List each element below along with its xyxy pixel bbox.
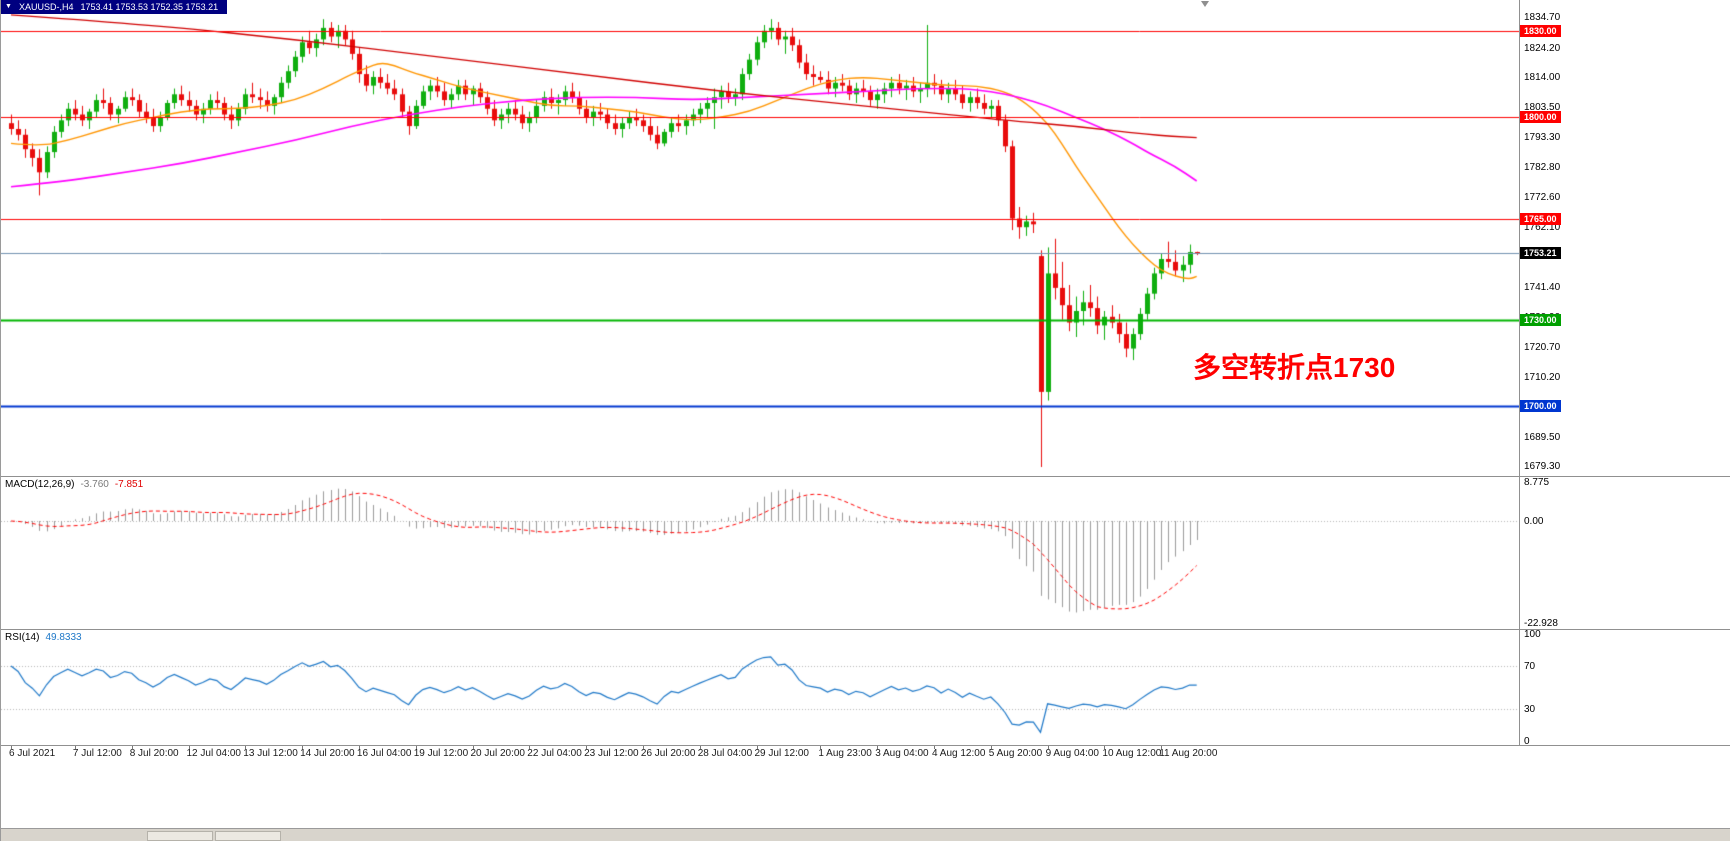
time-axis-label: 28 Jul 04:00 [697, 748, 753, 759]
rsi-axis-label: 30 [1524, 703, 1536, 715]
chart-shift-marker-icon[interactable] [1201, 1, 1209, 7]
time-axis-tick [302, 745, 303, 749]
time-axis-label: 1 Aug 23:00 [818, 748, 872, 759]
time-axis-label: 16 Jul 04:00 [356, 748, 412, 759]
price-tag: 1700.00 [1520, 400, 1561, 413]
time-axis-label: 5 Aug 20:00 [988, 748, 1043, 759]
time-axis-label: 22 Jul 04:00 [527, 748, 582, 759]
time-axis-label: 6 Jul 2021 [9, 748, 56, 759]
time-axis-tick [757, 745, 758, 749]
time-axis-line [1, 745, 1730, 746]
time-axis-tick [1048, 745, 1049, 749]
price-tick-label: 1679.30 [1524, 461, 1561, 473]
time-axis-label: 9 Aug 04:00 [1045, 748, 1099, 759]
time-axis-label: 20 Jul 20:00 [470, 748, 526, 759]
panel-separator-rsi[interactable] [1, 629, 1730, 630]
price-tag: 1730.00 [1520, 313, 1561, 326]
rsi-value: 49.8333 [45, 632, 82, 643]
time-axis-tick [75, 745, 76, 749]
price-tick-label: 1782.80 [1524, 162, 1561, 174]
time-axis-label: 11 Aug 20:00 [1159, 748, 1218, 759]
price-tick-label: 1710.20 [1524, 371, 1561, 383]
chart-canvas[interactable] [1, 0, 1519, 745]
time-axis-tick [245, 745, 246, 749]
rsi-indicator-label: RSI(14) 49.8333 [5, 632, 82, 643]
price-tick-label: 1689.50 [1524, 431, 1561, 443]
time-axis-tick [359, 745, 360, 749]
price-axis-line[interactable] [1519, 0, 1520, 745]
taskbar-item[interactable] [215, 831, 281, 841]
price-tick-label: 1803.50 [1524, 102, 1561, 114]
time-axis-tick [529, 745, 530, 749]
time-axis-label: 3 Aug 04:00 [875, 748, 929, 759]
time-axis-tick [1161, 745, 1162, 749]
macd-name: MACD(12,26,9) [5, 479, 75, 490]
chart-header[interactable]: ▼ XAUUSD-,H4 1753.41 1753.53 1752.35 175… [1, 0, 228, 14]
time-axis-tick [934, 745, 935, 749]
time-axis-label: 13 Jul 12:00 [243, 748, 298, 759]
price-tick-label: 1762.10 [1524, 221, 1561, 233]
price-tick-label: 1814.00 [1524, 71, 1561, 83]
macd-axis-label: 0.00 [1524, 516, 1544, 528]
macd-axis-label: 8.775 [1524, 477, 1550, 488]
rsi-axis-label: 70 [1524, 661, 1536, 673]
time-axis-tick [820, 745, 821, 749]
time-axis-tick [643, 745, 644, 749]
annotation-text: 多空转折点1730 [1193, 352, 1396, 383]
time-axis-label: 26 Jul 20:00 [640, 748, 696, 759]
price-tick-label: 1824.20 [1524, 42, 1561, 54]
taskbar [1, 828, 1730, 841]
macd-main-value: -3.760 [80, 479, 109, 490]
time-axis-tick [877, 745, 878, 749]
time-axis-label: 4 Aug 12:00 [932, 748, 986, 759]
time-axis-label: 10 Aug 12:00 [1102, 748, 1162, 759]
time-axis-tick [991, 745, 992, 749]
macd-signal-value: -7.851 [114, 479, 144, 490]
time-axis-tick [132, 745, 133, 749]
price-tick-label: 1834.70 [1524, 12, 1561, 24]
rsi-name: RSI(14) [5, 632, 40, 643]
rsi-axis-label: 100 [1524, 629, 1541, 640]
time-axis-tick [1104, 745, 1105, 749]
price-tag: 1765.00 [1520, 212, 1561, 225]
price-tick-label: 1772.60 [1524, 191, 1561, 203]
macd-axis-label: -22.928 [1524, 618, 1558, 629]
rsi-axis-label: 0 [1524, 736, 1530, 747]
taskbar-item[interactable] [147, 831, 213, 841]
time-axis-label: 23 Jul 12:00 [584, 748, 639, 759]
price-tag: 1800.00 [1520, 111, 1561, 124]
price-tag: 1753.21 [1520, 246, 1561, 259]
time-axis-tick [586, 745, 587, 749]
time-axis-tick [473, 745, 474, 749]
panel-separator-macd[interactable] [1, 476, 1730, 477]
time-axis-label: 29 Jul 12:00 [754, 748, 810, 759]
price-tick-label: 1793.30 [1524, 131, 1561, 143]
ohlc-readout: 1753.41 1753.53 1752.35 1753.21 [80, 2, 219, 12]
time-axis-label: 7 Jul 12:00 [72, 748, 122, 759]
time-axis-label: 14 Jul 20:00 [300, 748, 355, 759]
time-axis-label: 8 Jul 20:00 [129, 748, 179, 759]
window-menu-icon[interactable]: ▼ [5, 3, 12, 10]
time-axis-tick [700, 745, 701, 749]
price-tick-label: 1741.40 [1524, 281, 1561, 293]
symbol-period-title: XAUUSD-,H4 [18, 2, 74, 12]
macd-indicator-label: MACD(12,26,9) -3.760 -7.851 [5, 479, 143, 490]
time-axis-tick [416, 745, 417, 749]
time-axis-label: 19 Jul 12:00 [413, 748, 469, 759]
price-tag: 1830.00 [1520, 24, 1561, 37]
price-tick-label: 1720.70 [1524, 341, 1561, 353]
time-axis-label: 12 Jul 04:00 [186, 748, 242, 759]
time-axis-tick [11, 745, 12, 749]
time-axis-tick [189, 745, 190, 749]
